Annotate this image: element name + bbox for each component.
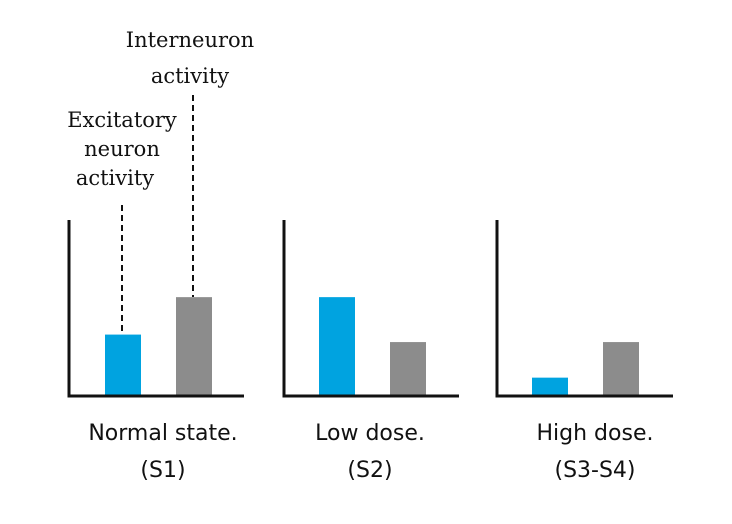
panel-1-bar-excitatory — [105, 334, 141, 395]
interneuron-label-line-2: activity — [151, 64, 229, 88]
panel-2-bar-excitatory — [319, 297, 355, 395]
bars-group — [105, 297, 639, 395]
panel-1-axes — [67, 220, 244, 398]
panel-3-bar-excitatory — [532, 377, 568, 395]
excitatory-label-line-3: activity — [76, 166, 154, 190]
interneuron-label-line-1: Interneuron — [126, 28, 254, 52]
panel-2-bar-interneuron — [390, 342, 426, 395]
panel-normal-state: Normal state. (S1) — [67, 220, 244, 483]
excitatory-label-line-1: Excitatory — [67, 108, 177, 132]
panel-high-dose: High dose. (S3-S4) — [495, 220, 673, 483]
panel-3-caption-line-1: High dose. — [537, 421, 654, 446]
panel-1-caption-line-1: Normal state. — [88, 421, 237, 446]
panel-3-caption-line-2: (S3-S4) — [554, 458, 635, 483]
panel-1-bar-interneuron — [176, 297, 212, 395]
panel-2-caption-line-1: Low dose. — [315, 421, 425, 446]
panel-2-caption-line-2: (S2) — [347, 458, 392, 483]
panel-1-caption-line-2: (S1) — [140, 458, 185, 483]
excitatory-label-line-2: neuron — [84, 137, 160, 161]
panel-3-bar-interneuron — [603, 342, 639, 395]
panel-2-axes — [282, 220, 459, 398]
panel-low-dose: Low dose. (S2) — [282, 220, 459, 483]
panel-3-axes — [495, 220, 673, 398]
